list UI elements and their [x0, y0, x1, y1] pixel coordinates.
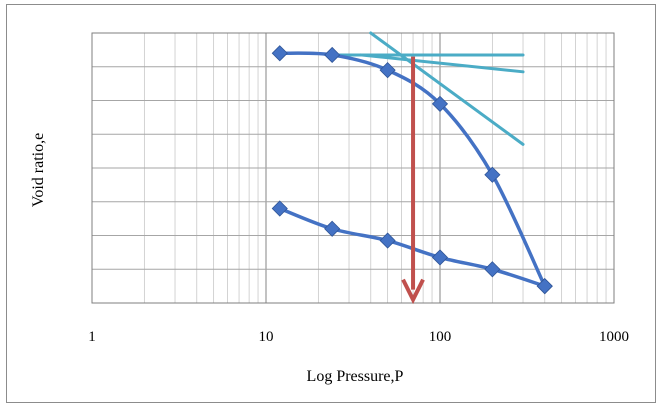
construction-line-2	[359, 53, 525, 74]
data-point-unloading-5	[484, 261, 501, 278]
y-axis-title: Void ratio,e	[30, 133, 47, 207]
chart-frame	[6, 4, 656, 403]
data-point-unloading-6	[536, 278, 553, 295]
plot-area-border	[91, 32, 615, 304]
data-point-loading-4	[431, 95, 449, 112]
arrow-layer	[401, 56, 425, 305]
x-tick-label: 10	[259, 329, 274, 345]
x-tick-label: 1000	[599, 329, 629, 345]
data-point-loading-1	[271, 45, 288, 62]
data-point-loading-3	[379, 62, 396, 79]
x-tick-labels: 1 10 100 1000	[88, 329, 629, 345]
x-axis-title: Log Pressure,P	[307, 368, 404, 385]
x-tick-label: 100	[429, 329, 452, 345]
data-point-unloading-3	[379, 232, 396, 249]
data-point-unloading-4	[431, 249, 449, 266]
data-point-unloading-1	[271, 200, 288, 217]
x-tick-label: 1	[88, 329, 96, 345]
data-point-loading-5	[484, 166, 501, 183]
arrow-head	[401, 278, 425, 305]
construction-line-3	[369, 31, 525, 146]
data-point-unloading-2	[324, 220, 341, 237]
marker-layer	[271, 45, 553, 295]
construction-lines	[330, 31, 525, 146]
data-point-loading-2	[324, 46, 341, 64]
